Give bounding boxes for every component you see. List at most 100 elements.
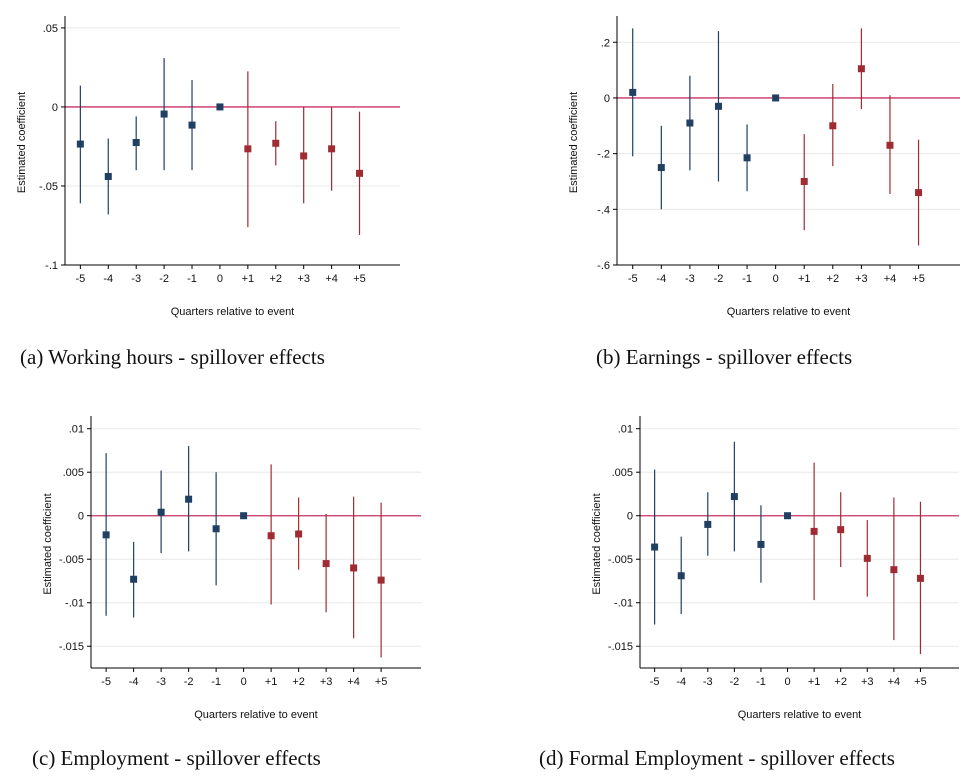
coefficient-marker: [160, 110, 168, 118]
coefficient-marker: [743, 154, 751, 162]
y-axis-title: Estimated coefficient: [591, 493, 603, 594]
caption-a: (a) Working hours - spillover effects: [20, 345, 325, 369]
x-tick-label: -1: [742, 273, 752, 285]
x-tick-label: -5: [101, 676, 111, 688]
x-tick-label: +1: [265, 676, 278, 688]
coefficient-marker: [863, 554, 871, 562]
x-axis-title: Quarters relative to event: [194, 709, 318, 721]
x-tick-label: +2: [292, 676, 305, 688]
coefficient-marker: [377, 576, 385, 584]
x-tick-label: -5: [75, 273, 85, 285]
coefficient-marker: [157, 508, 165, 516]
y-tick-label: .05: [43, 23, 58, 35]
coefficient-marker: [102, 531, 110, 539]
x-axis-title: Quarters relative to event: [171, 306, 295, 318]
coefficient-marker: [886, 141, 894, 149]
coefficient-marker: [890, 566, 898, 574]
coefficient-marker: [132, 139, 140, 146]
coefficient-marker: [829, 122, 837, 130]
coefficient-marker: [240, 512, 248, 520]
x-tick-label: -4: [676, 676, 686, 688]
chart-panel-d: .01 .005 0 -.005 -.01 -.015 -5 -4 -3 -2 -1 0 +1 +2 +3 +…: [591, 416, 959, 721]
x-tick-label: -1: [211, 676, 221, 688]
y-tick-label: .005: [63, 467, 84, 479]
x-tick-label: +2: [269, 273, 282, 285]
y-tick-label: 0: [52, 102, 58, 114]
coefficient-marker: [857, 65, 865, 73]
coefficient-marker: [76, 140, 84, 148]
y-tick-label: -.015: [59, 641, 84, 653]
coefficient-marker: [837, 526, 845, 534]
x-tick-label: +4: [884, 273, 897, 285]
x-tick-label: -2: [159, 273, 169, 285]
x-tick-label: -4: [129, 676, 139, 688]
coefficient-marker: [272, 139, 280, 147]
y-tick-label: -.4: [597, 204, 610, 216]
chart-panel-c: .01 .005 0 -.005 -.01 -.015 -5 -4 -3 -2 -1 0 +1 +2 +3 +…: [42, 416, 421, 721]
coefficient-marker: [104, 172, 112, 180]
y-tick-label: 0: [604, 93, 610, 105]
x-tick-label: -2: [184, 676, 194, 688]
coefficient-marker: [757, 540, 765, 548]
caption-d: (d) Formal Employment - spillover effect…: [539, 746, 895, 770]
coefficient-marker: [784, 512, 792, 520]
coefficient-marker: [915, 189, 923, 197]
chart-panel-a: .05 0 -.05 -.1 -5 -4 -3 -2 -1 0 +1 +2 +3 +4 +5 Quarters…: [16, 16, 400, 318]
y-tick-label: 0: [627, 511, 633, 523]
y-tick-label: .01: [618, 424, 633, 436]
coefficient-marker: [322, 560, 330, 568]
x-tick-label: -3: [685, 273, 695, 285]
x-tick-label: -4: [656, 273, 666, 285]
y-tick-label: -.005: [59, 554, 84, 566]
y-tick-label: .005: [612, 467, 633, 479]
coefficient-marker: [244, 145, 252, 153]
coefficient-marker: [810, 527, 818, 535]
coefficient-marker: [216, 103, 224, 111]
x-tick-label: -3: [703, 676, 713, 688]
chart-panel-b: .2 0 -.2 -.4 -.6 -5 -4 -3 -2 -1 0 +1 +2 +3 +4 +5 Quarter…: [568, 16, 960, 318]
x-tick-label: -3: [156, 676, 166, 688]
coefficient-marker: [185, 495, 193, 503]
coefficient-marker: [916, 574, 924, 582]
coefficient-marker: [800, 177, 808, 185]
coefficient-marker: [212, 525, 220, 533]
coefficient-marker: [730, 493, 738, 501]
x-tick-label: 0: [217, 273, 223, 285]
coefficient-marker: [657, 164, 665, 172]
caption-c: (c) Employment - spillover effects: [32, 746, 321, 770]
x-tick-label: 0: [784, 676, 790, 688]
x-tick-label: -5: [650, 676, 660, 688]
x-tick-label: +3: [320, 676, 333, 688]
coefficient-marker: [686, 119, 694, 127]
x-tick-label: +2: [834, 676, 847, 688]
coefficient-marker: [704, 520, 712, 528]
coefficient-marker: [677, 572, 685, 580]
coefficient-marker: [629, 88, 637, 96]
x-tick-label: -1: [187, 273, 197, 285]
y-tick-label: -.05: [39, 181, 58, 193]
x-tick-label: 0: [241, 676, 247, 688]
y-tick-label: 0: [78, 511, 84, 523]
caption-b: (b) Earnings - spillover effects: [596, 345, 853, 369]
y-tick-label: -.005: [608, 554, 633, 566]
coefficient-marker: [772, 94, 780, 102]
coefficient-marker: [714, 102, 722, 110]
x-tick-label: -5: [628, 273, 638, 285]
coefficient-marker: [328, 145, 336, 153]
y-tick-label: .01: [69, 424, 84, 436]
x-tick-label: +5: [914, 676, 927, 688]
x-tick-label: +5: [353, 273, 366, 285]
x-tick-label: -2: [714, 273, 724, 285]
x-tick-label: +5: [912, 273, 925, 285]
coefficient-marker: [188, 121, 196, 129]
x-tick-label: +3: [297, 273, 310, 285]
x-tick-label: +4: [325, 273, 338, 285]
coefficient-marker: [267, 532, 275, 540]
y-axis-title: Estimated coefficient: [16, 92, 28, 193]
y-axis-title: Estimated coefficient: [42, 493, 54, 594]
x-tick-label: +4: [347, 676, 360, 688]
x-tick-label: +3: [861, 676, 874, 688]
coefficient-marker: [130, 575, 138, 583]
x-tick-label: +5: [375, 676, 388, 688]
x-tick-label: +4: [888, 676, 901, 688]
